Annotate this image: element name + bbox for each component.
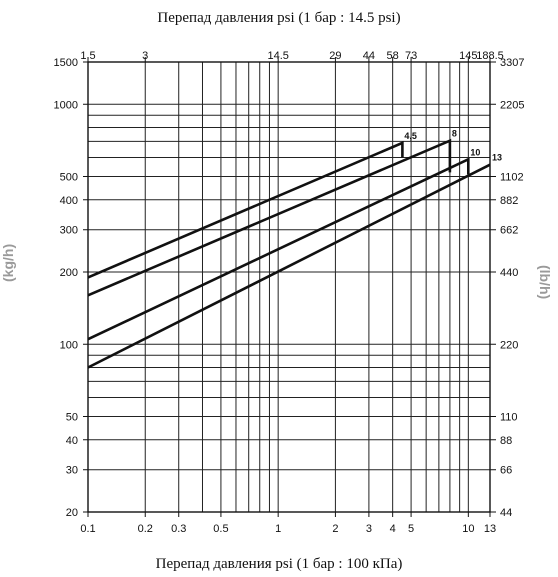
y-tick-label-left: 400 (60, 195, 78, 207)
x-tick-label-top: 145 (459, 50, 477, 62)
y-tick-label-right: 44 (500, 507, 512, 519)
x-tick-label-top: 14.5 (267, 50, 288, 62)
y-tick-label-right: 440 (500, 267, 518, 279)
x-tick-label-top: 73 (405, 50, 417, 62)
x-tick-label-bottom: 0.2 (138, 523, 153, 535)
y-tick-label-left: 20 (66, 507, 78, 519)
y-tick-label-left: 200 (60, 267, 78, 279)
x-tick-label-bottom: 4 (390, 523, 396, 535)
tick-labels: 0.1 0.2 0.3 0.5 1 2 3 4 5 10 13 1.5 3 14.5 29 44 58 73 145… (54, 50, 525, 535)
x-tick-label-bottom: 0.5 (213, 523, 228, 535)
x-tick-label-top: 3 (142, 50, 148, 62)
series-label: 13 (492, 153, 502, 163)
y-tick-label-right: 1102 (500, 172, 524, 184)
x-tick-label-top: 188.5 (476, 50, 504, 62)
x-tick-label-bottom: 0.1 (80, 523, 95, 535)
y-tick-label-right: 220 (500, 339, 518, 351)
chart-title-top: Перепад давления psi (1 бар : 14.5 psi) (157, 10, 401, 26)
series-lines: 4,5 8 10 13 (87, 129, 502, 369)
series-line-10 (87, 157, 470, 341)
x-tick-label-bottom: 13 (484, 523, 496, 535)
x-tick-label-bottom: 2 (332, 523, 338, 535)
y-tick-label-right: 2205 (500, 99, 524, 111)
y-tick-label-right: 662 (500, 225, 518, 237)
x-tick-label-top: 58 (387, 50, 399, 62)
y-tick-label-left: 100 (60, 339, 78, 351)
x-tick-label-bottom: 5 (408, 523, 414, 535)
x-tick-label-bottom: 1 (275, 523, 281, 535)
chart-title-bottom: Перепад давления psi (1 бар : 100 кПа) (155, 556, 403, 572)
y-tick-label-left: 40 (66, 435, 78, 447)
series-line-8 (87, 138, 452, 297)
plot-frame (87, 61, 491, 513)
series-label: 10 (470, 147, 480, 157)
x-tick-label-bottom: 0.3 (171, 523, 186, 535)
y-tick-label-left: 50 (66, 411, 78, 423)
series-label: 4,5 (404, 131, 417, 141)
x-tick-label-top: 1.5 (80, 50, 95, 62)
y-tick-label-right: 110 (500, 411, 518, 423)
x-tick-label-top: 29 (329, 50, 341, 62)
y-tick-label-left: 30 (66, 465, 78, 477)
y-tick-label-left: 500 (60, 172, 78, 184)
series-line-13 (87, 163, 491, 369)
x-tick-label-top: 44 (363, 50, 375, 62)
series-line-4-5 (87, 140, 404, 279)
y-tick-label-right: 66 (500, 465, 512, 477)
y-tick-label-left: 1000 (54, 99, 78, 111)
y-tick-label-left: 1500 (54, 57, 78, 69)
y-tick-label-right: 88 (500, 435, 512, 447)
grid-lines (87, 62, 490, 513)
y-tick-label-left: 300 (60, 225, 78, 237)
x-tick-label-bottom: 3 (366, 523, 372, 535)
x-tick-label-bottom: 10 (462, 523, 474, 535)
series-label: 8 (452, 129, 457, 139)
y-tick-label-right: 3307 (500, 57, 524, 69)
y-tick-label-right: 882 (500, 195, 518, 207)
